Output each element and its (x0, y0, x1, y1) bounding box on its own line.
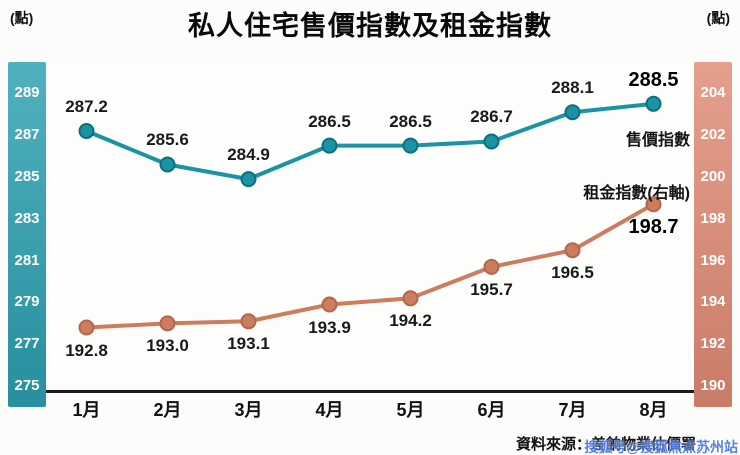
data-point (402, 137, 419, 154)
data-point (321, 137, 338, 154)
x-axis-label: 7月 (558, 400, 587, 420)
right-axis-tick: 194 (700, 293, 726, 311)
data-point (78, 123, 95, 139)
x-axis-label: 5月 (396, 400, 425, 420)
x-axis-label: 2月 (153, 400, 182, 420)
x-axis-label: 3月 (234, 400, 263, 420)
left-axis-unit-label: (點) (10, 10, 34, 26)
right-axis-band: 204 202 200 198 196 194 192 190 (694, 62, 732, 407)
data-point (240, 171, 257, 188)
chart-title: 私人住宅售價指數及租金指數 (188, 11, 552, 41)
left-axis-tick: 281 (14, 251, 40, 269)
data-point (159, 156, 176, 173)
series-line-sale-price (85, 101, 654, 182)
footer: 資料來源：差餉物業估價署 搜狐号@搜狐焦点苏州站 (0, 427, 740, 455)
left-axis-tick: 277 (14, 335, 40, 353)
data-point (402, 290, 419, 307)
source-text: 資料來源：差餉物業估價署 (515, 436, 696, 453)
left-axis-tick: 275 (14, 377, 40, 395)
series-line-rental (86, 202, 655, 330)
right-axis-tick: 198 (700, 209, 726, 227)
left-axis-tick: 283 (14, 209, 40, 227)
x-axis-label: 1月 (72, 400, 101, 420)
data-point (159, 315, 176, 332)
chart-body: 289 287 285 283 281 279 277 275 287.2 285.6 284.9… (8, 62, 732, 407)
right-axis-tick: 200 (700, 168, 726, 185)
chart-header: (點) 私人住宅售價指數及租金指數 (點) (0, 0, 740, 56)
left-axis-tick: 279 (14, 293, 40, 311)
x-axis: 1月 2月 3月 4月 5月 6月 7月 8月 (8, 393, 732, 427)
left-axis-tick: 285 (14, 168, 40, 185)
data-point (564, 104, 581, 121)
left-axis-tick: 289 (14, 84, 40, 102)
data-point (645, 196, 662, 213)
right-axis-unit-label: (點) (706, 10, 730, 26)
x-axis-label: 6月 (477, 400, 506, 420)
watermark: 搜狐号@搜狐焦点苏州站 (584, 439, 738, 455)
plot-canvas (78, 95, 662, 336)
data-point (78, 319, 95, 336)
series-label-rental-index: 租金指數(右軸) (583, 185, 690, 202)
series-label-sale-price-index: 售價指數 (625, 132, 690, 149)
data-point (483, 133, 500, 150)
right-axis-tick: 196 (700, 251, 726, 269)
x-axis-label: 4月 (315, 400, 344, 420)
left-axis-band: 289 287 285 283 281 279 277 275 (8, 62, 46, 407)
left-axis-tick: 287 (14, 126, 40, 144)
data-point (645, 95, 662, 112)
right-axis-tick: 190 (700, 377, 726, 395)
plot-area: 287.2 285.6 284.9 286.5 286.5 286.7 288.1 288.5… (46, 62, 694, 407)
right-axis-tick: 202 (700, 126, 726, 144)
data-point (240, 313, 257, 330)
data-point (483, 258, 500, 275)
x-axis-line (46, 390, 694, 393)
data-point (321, 296, 338, 313)
right-axis-tick: 204 (700, 84, 726, 102)
data-point (564, 242, 581, 259)
x-axis-label: 8月 (639, 400, 668, 420)
right-axis-tick: 192 (700, 335, 726, 353)
